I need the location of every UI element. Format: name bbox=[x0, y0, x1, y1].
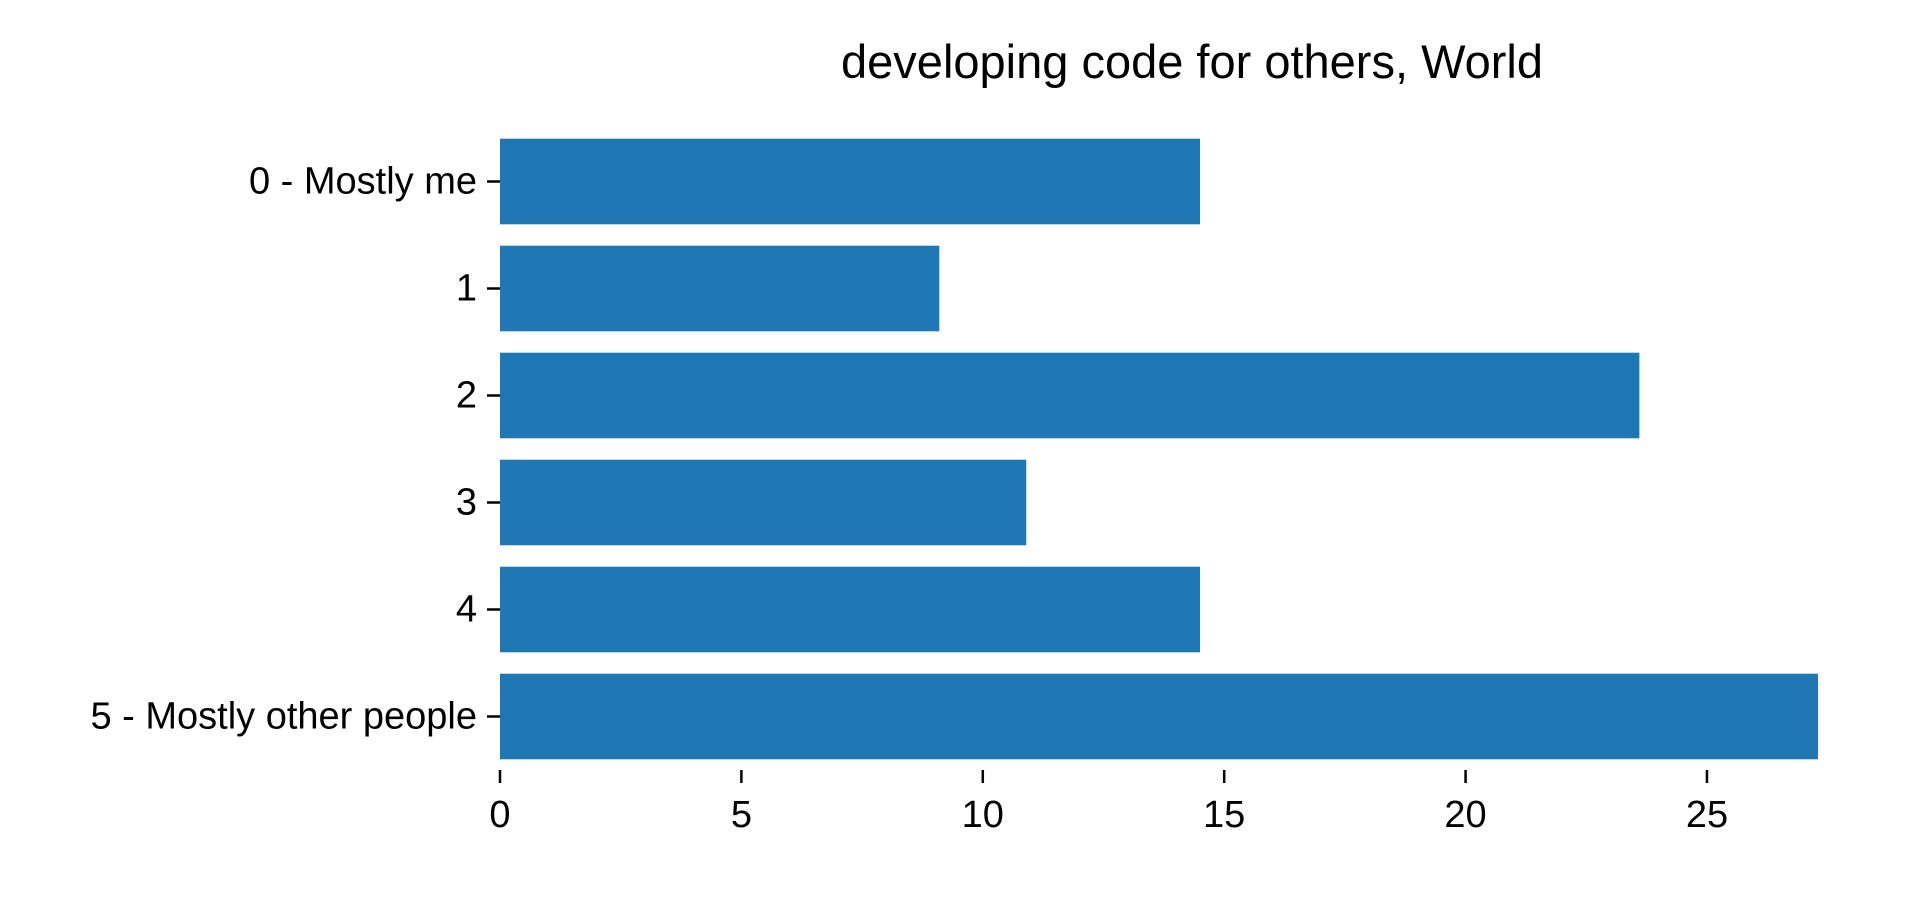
bar-4 bbox=[500, 566, 1201, 653]
bar-2 bbox=[500, 352, 1640, 439]
y-axis: 0 - Mostly me 1 2 3 4 5 - Mostly other people bbox=[90, 161, 500, 738]
y-tick-label-0-mostly-me: 0 - Mostly me bbox=[249, 161, 477, 203]
y-tick-label-5-mostly-other-people: 5 - Mostly other people bbox=[90, 696, 477, 738]
x-axis: 0 5 10 15 20 25 bbox=[489, 770, 1728, 836]
bar-3 bbox=[500, 459, 1027, 546]
y-tick-label-1: 1 bbox=[456, 268, 477, 310]
x-tick-label-10: 10 bbox=[962, 794, 1004, 836]
y-tick-label-2: 2 bbox=[456, 375, 477, 417]
x-tick-label-15: 15 bbox=[1203, 794, 1245, 836]
x-tick-label-0: 0 bbox=[489, 794, 510, 836]
y-tick-label-4: 4 bbox=[456, 589, 477, 631]
x-tick-label-20: 20 bbox=[1444, 794, 1486, 836]
y-tick-label-3: 3 bbox=[456, 482, 477, 524]
bar-5-mostly-other-people bbox=[500, 673, 1818, 760]
x-tick-label-25: 25 bbox=[1686, 794, 1728, 836]
x-tick-label-5: 5 bbox=[731, 794, 752, 836]
bar-0-mostly-me bbox=[500, 138, 1201, 225]
bar-1 bbox=[500, 245, 940, 332]
bars-group bbox=[500, 138, 1818, 760]
chart-title: developing code for others, World bbox=[841, 35, 1543, 88]
